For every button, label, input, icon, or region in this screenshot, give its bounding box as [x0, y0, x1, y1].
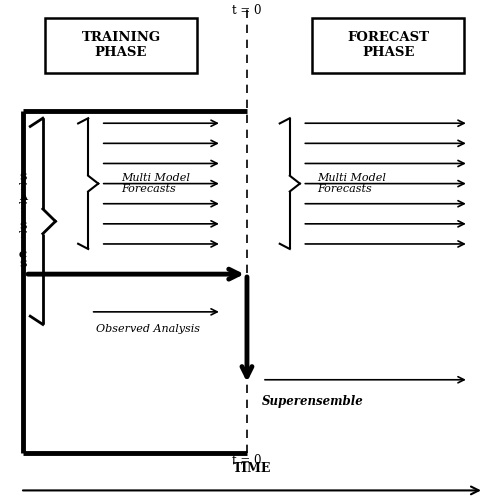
Text: FORECAST
PHASE: FORECAST PHASE: [347, 31, 429, 59]
Text: Multi Model
Forecasts: Multi Model Forecasts: [318, 173, 387, 194]
Text: t = 0: t = 0: [232, 4, 262, 17]
FancyBboxPatch shape: [312, 18, 464, 73]
Text: S
T
A
T
I
S
T
I
C
S: S T A T I S T I C S: [19, 173, 27, 270]
Text: Observed Analysis: Observed Analysis: [96, 324, 200, 334]
Text: t = 0: t = 0: [232, 454, 262, 467]
Text: TIME: TIME: [233, 462, 271, 475]
FancyBboxPatch shape: [45, 18, 197, 73]
Text: TRAINING
PHASE: TRAINING PHASE: [82, 31, 160, 59]
Text: Multi Model
Forecasts: Multi Model Forecasts: [121, 173, 190, 194]
Text: Superensemble: Superensemble: [262, 395, 363, 408]
